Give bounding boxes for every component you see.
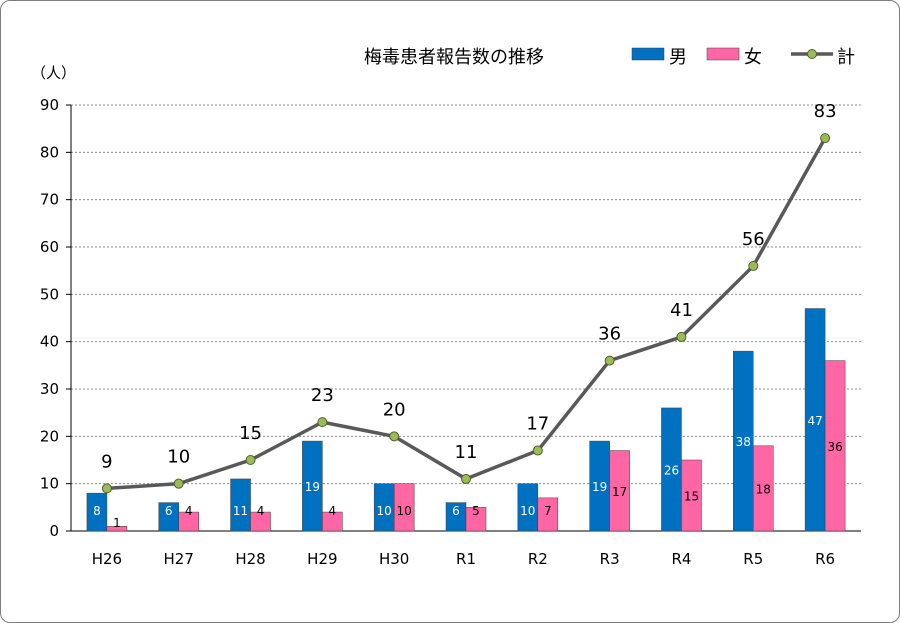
x-tick-label: R6	[815, 550, 835, 568]
bar-value-label: 10	[377, 504, 392, 518]
bar-male	[302, 440, 323, 532]
y-tick-label: 10	[40, 475, 59, 493]
bar-male	[733, 350, 754, 532]
total-point	[532, 445, 543, 456]
total-point	[317, 417, 328, 428]
y-tick-label: 20	[40, 427, 59, 445]
x-tick-label: R3	[600, 550, 620, 568]
bar-female	[393, 483, 415, 532]
y-tick-label: 70	[40, 191, 59, 209]
total-value-label: 83	[814, 101, 837, 122]
bar-value-label: 15	[684, 490, 699, 504]
y-tick-label: 30	[40, 380, 59, 398]
x-tick-label: R5	[743, 550, 763, 568]
bar-value-label: 36	[827, 440, 842, 454]
bar-female	[824, 360, 846, 532]
total-point	[820, 133, 831, 144]
chart-title: 梅毒患者報告数の推移	[364, 47, 544, 68]
total-line	[101, 133, 831, 494]
legend-marker-total	[807, 49, 817, 59]
bar-female	[178, 511, 199, 532]
bar-female	[609, 450, 630, 532]
bar-female	[681, 459, 702, 532]
bar-value-label: 5	[472, 504, 480, 518]
total-point	[389, 431, 400, 442]
bar-value-label: 1	[113, 516, 121, 530]
x-tick-label: H30	[379, 550, 409, 568]
total-point	[245, 455, 256, 465]
axes: 0 10 20 30 40 50 60 70 80 90 H26 H27 H28 H29 H30 R1 R2 R3…	[40, 96, 861, 568]
bar-female	[753, 445, 774, 532]
bar-value-label: 19	[592, 480, 607, 494]
bar-value-label: 47	[807, 414, 822, 428]
bar-value-label: 4	[185, 504, 193, 518]
bar-value-label: 4	[257, 504, 265, 518]
total-value-label: 36	[598, 324, 621, 345]
bar-female	[465, 507, 487, 532]
bar-value-label: 10	[397, 504, 412, 518]
bar-value-label: 6	[452, 504, 460, 518]
x-tick-label: H27	[164, 550, 194, 568]
legend-label-male: 男	[669, 47, 687, 68]
bar-value-label: 6	[165, 504, 173, 518]
x-tick-label: R4	[671, 550, 691, 568]
total-point	[101, 483, 112, 494]
legend-swatch-male	[631, 47, 665, 61]
legend: 男女計	[631, 47, 855, 68]
y-axis-unit-label: （人）	[31, 64, 76, 82]
x-tick-label: R2	[528, 550, 548, 568]
total-point	[604, 355, 615, 366]
total-point	[748, 260, 759, 271]
bar-value-label: 38	[736, 435, 751, 449]
y-tick-label: 50	[40, 285, 59, 303]
bar-value-label: 18	[756, 482, 771, 496]
total-point	[173, 478, 184, 489]
bar-value-label: 7	[544, 504, 552, 518]
total-value-label: 15	[239, 423, 262, 444]
y-tick-label: 60	[40, 238, 59, 256]
bar-female	[250, 511, 271, 532]
legend-label-female: 女	[744, 47, 762, 68]
bar-male	[230, 478, 251, 532]
bar-female	[537, 497, 559, 532]
data-labels: 8 6 11 19 10 6 10 19 26 38 47 1 4 4 4 10 5 7 17 15 18 36 9 10 15…	[93, 101, 843, 530]
y-tick-label: 80	[40, 143, 59, 161]
x-tick-label: H29	[307, 550, 337, 568]
total-point	[676, 331, 687, 342]
total-value-label: 10	[167, 447, 190, 468]
bar-value-label: 8	[93, 504, 101, 518]
total-value-label: 9	[101, 451, 112, 472]
bar-male	[86, 492, 108, 532]
bar-value-label: 10	[520, 504, 535, 518]
y-tick-label: 90	[40, 96, 59, 114]
total-series-line	[106, 137, 827, 491]
total-point	[461, 473, 471, 484]
bar-female	[322, 511, 343, 532]
y-tick-label: 40	[40, 333, 59, 351]
total-value-label: 23	[311, 385, 334, 406]
x-tick-label: H26	[92, 550, 122, 568]
total-value-label: 56	[742, 229, 765, 250]
bar-value-label: 19	[305, 480, 320, 494]
bars	[86, 308, 846, 532]
bar-female	[106, 526, 128, 532]
x-tick-label: H28	[235, 550, 265, 568]
x-tick-label: R1	[456, 550, 476, 568]
legend-label-total: 計	[837, 47, 855, 68]
bar-value-label: 26	[664, 463, 679, 477]
bar-value-label: 11	[233, 504, 248, 518]
total-value-label: 20	[383, 399, 406, 420]
y-tick-label: 0	[49, 522, 59, 540]
total-value-label: 41	[670, 300, 693, 321]
total-value-label: 17	[526, 414, 549, 435]
bar-value-label: 17	[612, 485, 627, 499]
total-value-label: 11	[455, 442, 478, 463]
legend-swatch-female	[706, 47, 740, 61]
bar-value-label: 4	[329, 504, 337, 518]
